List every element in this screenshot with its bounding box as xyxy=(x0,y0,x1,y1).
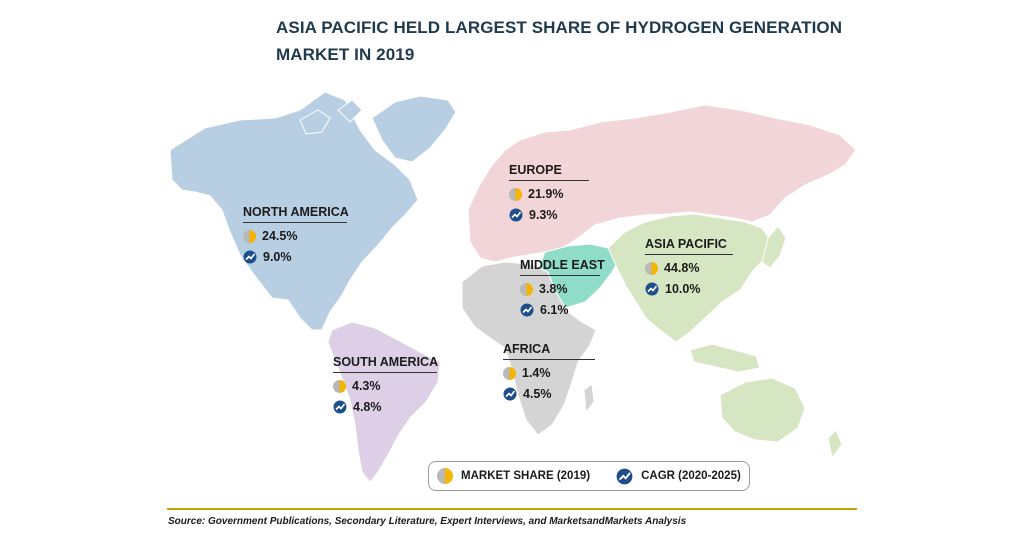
region-asia-pacific: ASIA PACIFIC 44.8% 10.0% xyxy=(645,237,733,297)
region-name: NORTH AMERICA xyxy=(243,205,349,223)
region-name: EUROPE xyxy=(509,163,589,181)
market-share-icon xyxy=(437,468,453,484)
region-name: MIDDLE EAST xyxy=(520,258,605,276)
map-legend: MARKET SHARE (2019) CAGR (2020-2025) xyxy=(428,461,750,491)
market-share-value: 1.4% xyxy=(522,366,551,380)
cagr-row: 4.5% xyxy=(503,386,595,402)
cagr-icon xyxy=(333,400,347,414)
cagr-value: 6.1% xyxy=(540,303,569,317)
madagascar-landmass xyxy=(583,383,595,414)
market-share-value: 3.8% xyxy=(539,282,568,296)
market-share-value: 24.5% xyxy=(262,229,298,243)
source-note: Source: Government Publications, Seconda… xyxy=(168,516,687,527)
cagr-icon xyxy=(520,303,534,317)
cagr-value: 10.0% xyxy=(665,282,701,296)
cagr-icon xyxy=(503,387,517,401)
market-share-row: 3.8% xyxy=(520,281,600,297)
new-zealand-landmass xyxy=(827,429,843,460)
cagr-row: 6.1% xyxy=(520,302,600,318)
market-share-row: 24.5% xyxy=(243,228,347,244)
cagr-row: 10.0% xyxy=(645,281,733,297)
market-share-value: 4.3% xyxy=(352,379,381,393)
market-share-row: 21.9% xyxy=(509,186,589,202)
cagr-value: 9.0% xyxy=(263,250,292,264)
asia-pacific-landmass xyxy=(607,213,773,343)
legend-label-cagr: CAGR (2020-2025) xyxy=(641,470,741,482)
legend-item-cagr: CAGR (2020-2025) xyxy=(616,468,741,485)
footer-divider xyxy=(167,508,857,510)
region-south-america: SOUTH AMERICA 4.3% 4.8% xyxy=(333,355,438,415)
africa-landmass xyxy=(461,261,597,436)
region-name: ASIA PACIFIC xyxy=(645,237,733,255)
market-share-icon xyxy=(333,379,346,393)
cagr-icon xyxy=(645,282,659,296)
cagr-icon xyxy=(509,208,523,222)
region-europe: EUROPE 21.9% 9.3% xyxy=(509,163,589,223)
cagr-row: 9.0% xyxy=(243,249,347,265)
cagr-value: 4.5% xyxy=(523,387,552,401)
north-america-landmass xyxy=(169,91,419,331)
market-share-icon xyxy=(509,187,522,201)
market-share-icon xyxy=(520,282,533,296)
market-share-icon xyxy=(645,261,658,275)
cagr-value: 9.3% xyxy=(529,208,558,222)
legend-label-market-share: MARKET SHARE (2019) xyxy=(461,470,591,482)
cagr-value: 4.8% xyxy=(353,400,382,414)
market-share-value: 21.9% xyxy=(528,187,564,201)
greenland-landmass xyxy=(371,95,457,163)
cagr-icon xyxy=(243,250,257,264)
region-name: SOUTH AMERICA xyxy=(333,355,438,373)
region-middle-east: MIDDLE EAST 3.8% 6.1% xyxy=(520,258,605,318)
southeast-asia-islands xyxy=(689,343,761,373)
cagr-icon xyxy=(616,468,633,484)
market-share-icon xyxy=(243,229,256,243)
cagr-row: 9.3% xyxy=(509,207,589,223)
japan-landmass xyxy=(761,225,787,269)
region-name: AFRICA xyxy=(503,342,595,360)
cagr-row: 4.8% xyxy=(333,399,437,415)
market-share-row: 4.3% xyxy=(333,378,437,394)
market-share-row: 44.8% xyxy=(645,260,733,276)
market-share-value: 44.8% xyxy=(664,261,700,275)
australia-landmass xyxy=(719,377,806,443)
market-share-icon xyxy=(503,366,516,380)
page-title: ASIA PACIFIC HELD LARGEST SHARE OF HYDRO… xyxy=(276,18,843,64)
region-north-america: NORTH AMERICA 24.5% 9.0% xyxy=(243,205,349,265)
legend-item-market-share: MARKET SHARE (2019) xyxy=(437,468,590,484)
region-africa: AFRICA 1.4% 4.5% xyxy=(503,342,595,402)
market-share-row: 1.4% xyxy=(503,365,595,381)
arctic-islands xyxy=(299,99,363,135)
